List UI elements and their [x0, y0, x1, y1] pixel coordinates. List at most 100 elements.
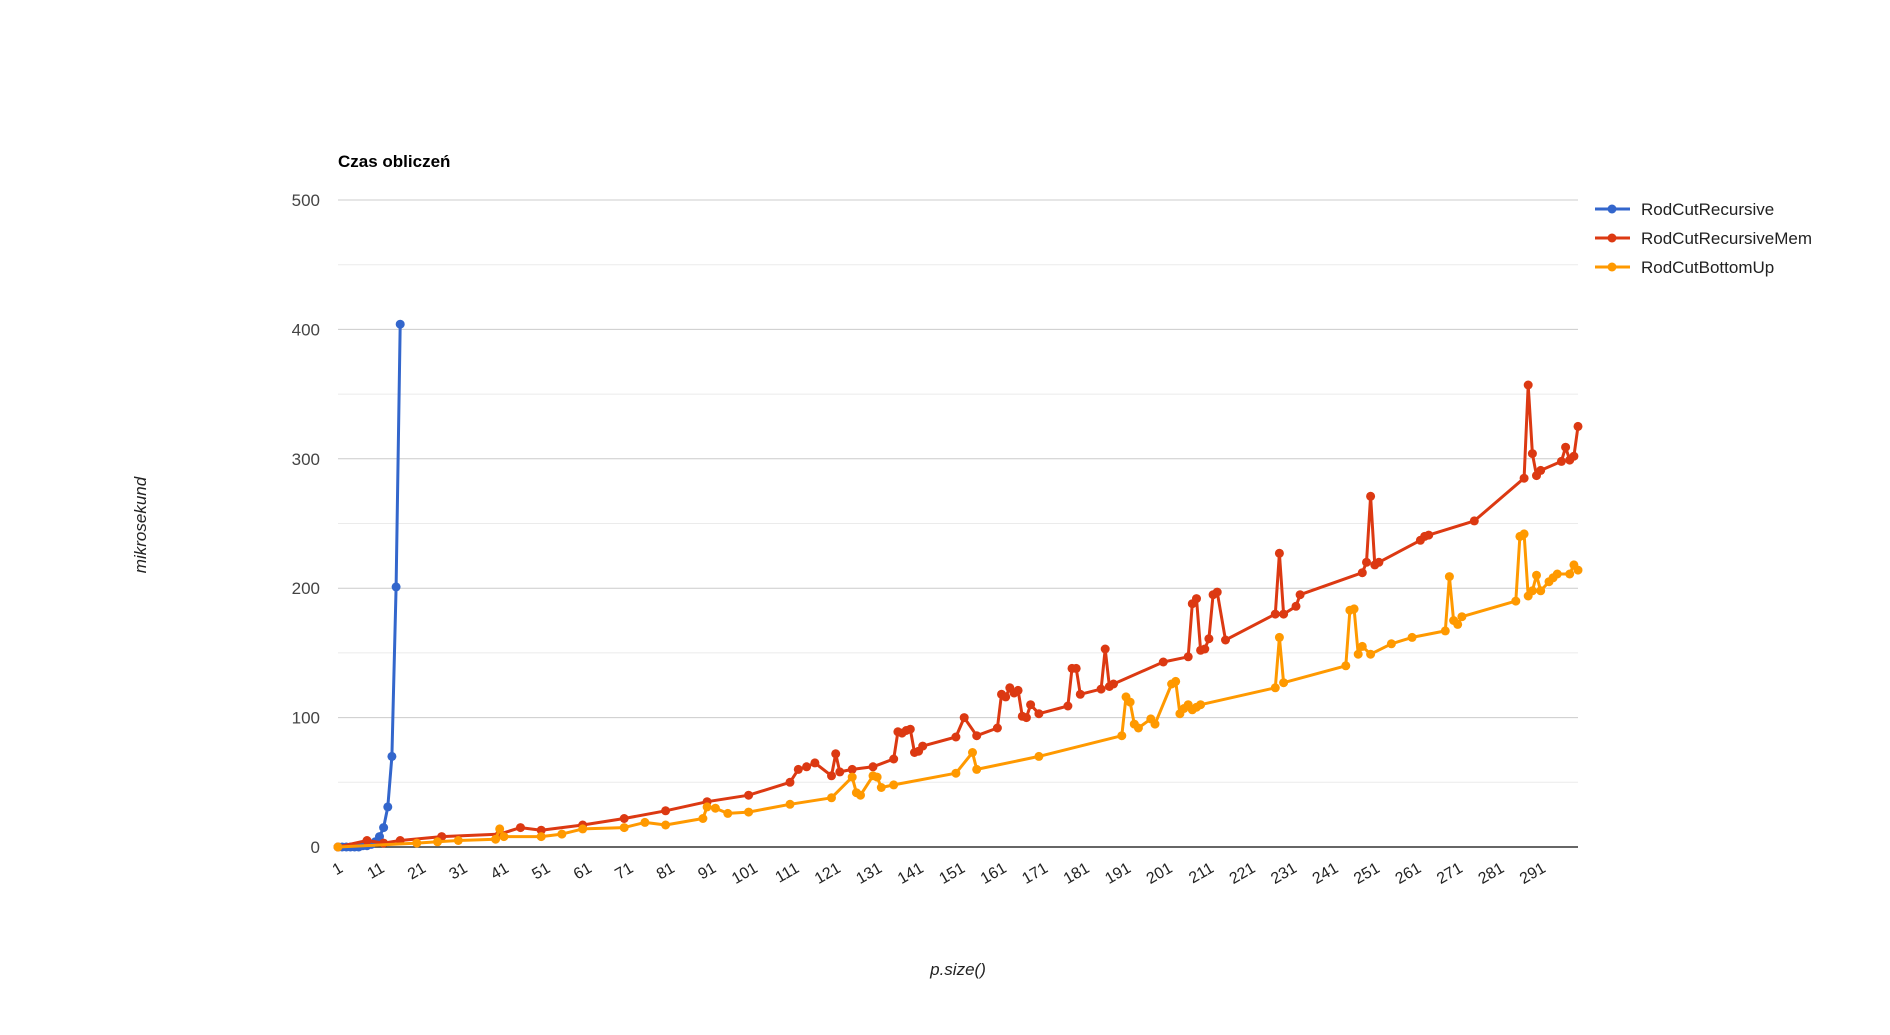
data-point[interactable] — [1183, 652, 1193, 662]
data-point[interactable] — [810, 758, 820, 768]
data-point[interactable] — [1519, 473, 1529, 483]
data-point[interactable] — [1565, 569, 1575, 579]
data-point[interactable] — [1519, 529, 1529, 539]
data-point[interactable] — [831, 749, 841, 759]
data-point[interactable] — [1192, 594, 1201, 604]
data-point[interactable] — [1366, 649, 1376, 659]
data-point[interactable] — [1200, 644, 1210, 654]
legend-item[interactable]: RodCutBottomUp — [1595, 258, 1774, 277]
data-point[interactable] — [661, 820, 671, 830]
data-point[interactable] — [889, 754, 899, 764]
data-point[interactable] — [379, 823, 389, 833]
data-point[interactable] — [1527, 586, 1537, 596]
data-point[interactable] — [968, 748, 977, 757]
data-point[interactable] — [495, 824, 505, 834]
data-point[interactable] — [1279, 678, 1289, 688]
data-point[interactable] — [1034, 751, 1044, 761]
data-point[interactable] — [972, 731, 982, 741]
data-point[interactable] — [1357, 568, 1367, 578]
data-point[interactable] — [395, 319, 405, 329]
data-point[interactable] — [1034, 709, 1044, 719]
legend-item[interactable]: RodCutRecursiveMem — [1595, 229, 1812, 248]
data-point[interactable] — [1171, 676, 1181, 686]
data-point[interactable] — [536, 825, 546, 835]
data-point[interactable] — [387, 751, 397, 761]
data-point[interactable] — [1569, 451, 1579, 461]
data-point[interactable] — [872, 772, 882, 782]
data-point[interactable] — [876, 783, 886, 792]
data-point[interactable] — [1274, 632, 1284, 642]
data-point[interactable] — [1204, 634, 1214, 644]
data-point[interactable] — [1444, 572, 1454, 582]
data-point[interactable] — [710, 803, 720, 813]
data-point[interactable] — [1511, 596, 1521, 606]
data-point[interactable] — [1158, 657, 1168, 667]
data-point[interactable] — [412, 838, 422, 848]
data-point[interactable] — [847, 764, 857, 774]
data-point[interactable] — [1573, 421, 1583, 431]
data-point[interactable] — [491, 834, 501, 844]
data-point[interactable] — [1075, 689, 1085, 699]
data-point[interactable] — [536, 832, 546, 842]
data-point[interactable] — [383, 802, 393, 812]
data-point[interactable] — [619, 814, 629, 823]
data-point[interactable] — [744, 790, 754, 800]
data-point[interactable] — [391, 582, 401, 592]
data-point[interactable] — [802, 762, 812, 772]
data-point[interactable] — [847, 772, 857, 782]
data-point[interactable] — [827, 793, 836, 803]
data-point[interactable] — [1362, 557, 1371, 567]
data-point[interactable] — [516, 823, 525, 833]
data-point[interactable] — [1469, 516, 1479, 526]
data-point[interactable] — [1001, 692, 1011, 702]
data-point[interactable] — [578, 824, 588, 834]
data-point[interactable] — [1573, 565, 1583, 575]
data-point[interactable] — [1357, 641, 1367, 651]
data-point[interactable] — [1366, 491, 1376, 501]
data-point[interactable] — [785, 777, 795, 787]
data-point[interactable] — [433, 837, 442, 847]
data-point[interactable] — [1424, 530, 1434, 540]
data-point[interactable] — [1295, 590, 1305, 600]
legend-item[interactable]: RodCutRecursive — [1595, 200, 1774, 219]
data-point[interactable] — [1453, 619, 1463, 629]
data-point[interactable] — [868, 762, 878, 772]
data-point[interactable] — [835, 767, 845, 777]
data-point[interactable] — [1270, 609, 1280, 619]
data-point[interactable] — [1063, 701, 1073, 711]
data-point[interactable] — [1212, 587, 1222, 597]
data-point[interactable] — [362, 836, 372, 845]
data-point[interactable] — [640, 817, 650, 827]
data-point[interactable] — [453, 836, 463, 845]
data-point[interactable] — [1349, 604, 1359, 614]
data-point[interactable] — [951, 732, 961, 742]
data-point[interactable] — [1013, 685, 1023, 695]
data-point[interactable] — [1291, 601, 1301, 611]
data-point[interactable] — [1440, 626, 1450, 636]
data-point[interactable] — [959, 713, 969, 723]
data-point[interactable] — [785, 799, 795, 809]
data-point[interactable] — [951, 768, 961, 778]
data-point[interactable] — [661, 806, 671, 816]
data-point[interactable] — [1270, 683, 1280, 693]
data-point[interactable] — [1457, 612, 1467, 622]
data-point[interactable] — [905, 724, 915, 734]
data-point[interactable] — [1407, 632, 1417, 642]
data-point[interactable] — [557, 829, 567, 839]
data-point[interactable] — [698, 814, 708, 823]
data-point[interactable] — [856, 790, 865, 800]
data-point[interactable] — [972, 764, 982, 774]
data-point[interactable] — [1279, 609, 1289, 619]
data-point[interactable] — [889, 780, 899, 790]
data-point[interactable] — [1196, 700, 1206, 710]
data-point[interactable] — [1341, 661, 1351, 671]
data-point[interactable] — [1117, 731, 1127, 741]
data-point[interactable] — [1386, 639, 1396, 649]
data-point[interactable] — [499, 832, 509, 842]
data-point[interactable] — [744, 807, 754, 817]
data-point[interactable] — [1561, 442, 1571, 452]
data-point[interactable] — [992, 723, 1002, 733]
data-point[interactable] — [1071, 663, 1081, 673]
data-point[interactable] — [333, 842, 343, 852]
data-point[interactable] — [827, 771, 836, 781]
